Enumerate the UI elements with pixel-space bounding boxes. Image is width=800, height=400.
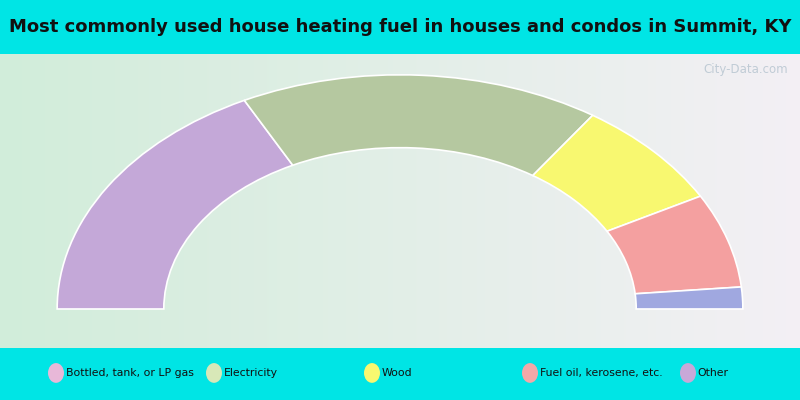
Wedge shape bbox=[244, 75, 593, 176]
Ellipse shape bbox=[364, 363, 380, 383]
Text: Bottled, tank, or LP gas: Bottled, tank, or LP gas bbox=[66, 368, 194, 378]
Wedge shape bbox=[533, 115, 701, 231]
Text: Most commonly used house heating fuel in houses and condos in Summit, KY: Most commonly used house heating fuel in… bbox=[9, 18, 791, 36]
Ellipse shape bbox=[680, 363, 696, 383]
Ellipse shape bbox=[48, 363, 64, 383]
Text: Other: Other bbox=[698, 368, 729, 378]
Text: City-Data.com: City-Data.com bbox=[703, 63, 788, 76]
Text: Fuel oil, kerosene, etc.: Fuel oil, kerosene, etc. bbox=[540, 368, 662, 378]
Wedge shape bbox=[57, 100, 293, 309]
Ellipse shape bbox=[206, 363, 222, 383]
Text: Electricity: Electricity bbox=[224, 368, 278, 378]
Wedge shape bbox=[635, 287, 743, 309]
Text: Wood: Wood bbox=[382, 368, 412, 378]
Ellipse shape bbox=[522, 363, 538, 383]
Wedge shape bbox=[607, 196, 742, 294]
